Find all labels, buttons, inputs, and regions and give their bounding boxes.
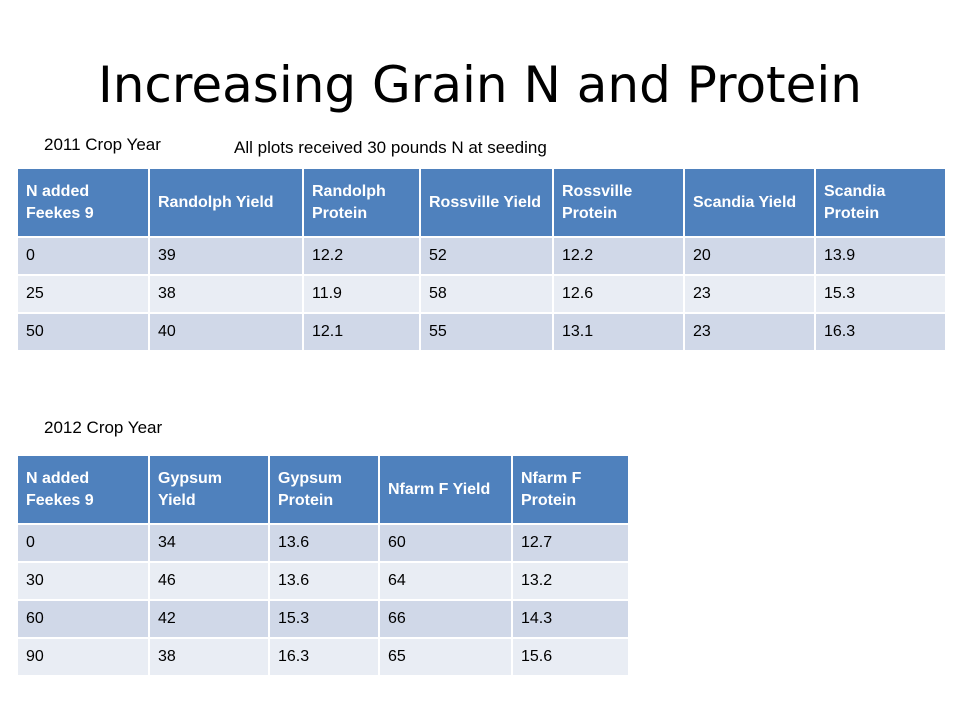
table-cell: 16.3 <box>268 637 380 677</box>
header-gypsum-yield: Gypsum Yield <box>148 454 270 525</box>
header-n-added: N added Feekes 9 <box>16 167 150 238</box>
table-cell: 50 <box>16 312 150 352</box>
header-nfarm-yield: Nfarm F Yield <box>378 454 513 525</box>
table-cell: 11.9 <box>302 274 421 314</box>
table-cell: 39 <box>148 236 304 276</box>
table-cell: 16.3 <box>814 312 947 352</box>
table-cell: 13.6 <box>268 561 380 601</box>
table-cell: 66 <box>378 599 513 639</box>
table-cell: 12.1 <box>302 312 421 352</box>
table-cell: 65 <box>378 637 513 677</box>
table-cell: 20 <box>683 236 816 276</box>
table-cell: 58 <box>419 274 554 314</box>
table-cell: 15.6 <box>511 637 630 677</box>
table-cell: 40 <box>148 312 304 352</box>
table-cell: 34 <box>148 523 270 563</box>
slide-title: Increasing Grain N and Protein <box>98 56 862 114</box>
table-cell: 38 <box>148 637 270 677</box>
table-cell: 0 <box>16 523 150 563</box>
table-cell: 23 <box>683 312 816 352</box>
header-scandia-protein: Scandia Protein <box>814 167 947 238</box>
header-randolph-yield: Randolph Yield <box>148 167 304 238</box>
table-cell: 60 <box>16 599 150 639</box>
table-cell: 30 <box>16 561 150 601</box>
table-row: 90 38 16.3 65 15.6 <box>16 637 630 677</box>
table-2012: N added Feekes 9 Gypsum Yield Gypsum Pro… <box>16 454 630 677</box>
table-cell: 14.3 <box>511 599 630 639</box>
header-nfarm-protein: Nfarm F Protein <box>511 454 630 525</box>
table-header-row: N added Feekes 9 Randolph Yield Randolph… <box>16 167 947 238</box>
table-cell: 13.1 <box>552 312 685 352</box>
table-cell: 12.7 <box>511 523 630 563</box>
table-cell: 25 <box>16 274 150 314</box>
crop-year-2012-caption: 2012 Crop Year <box>44 418 163 437</box>
table-cell: 23 <box>683 274 816 314</box>
table-header-row: N added Feekes 9 Gypsum Yield Gypsum Pro… <box>16 454 630 525</box>
table-cell: 90 <box>16 637 150 677</box>
table-row: 25 38 11.9 58 12.6 23 15.3 <box>16 274 947 314</box>
table-cell: 15.3 <box>814 274 947 314</box>
table-cell: 12.2 <box>302 236 421 276</box>
seeding-note: All plots received 30 pounds N at seedin… <box>234 138 547 157</box>
header-randolph-protein: Randolph Protein <box>302 167 421 238</box>
table-row: 0 39 12.2 52 12.2 20 13.9 <box>16 236 947 276</box>
table-row: 0 34 13.6 60 12.7 <box>16 523 630 563</box>
table-cell: 13.2 <box>511 561 630 601</box>
table-cell: 38 <box>148 274 304 314</box>
table-cell: 13.9 <box>814 236 947 276</box>
header-rossville-protein: Rossville Protein <box>552 167 685 238</box>
table-row: 60 42 15.3 66 14.3 <box>16 599 630 639</box>
header-gypsum-protein: Gypsum Protein <box>268 454 380 525</box>
table-row: 30 46 13.6 64 13.2 <box>16 561 630 601</box>
table-cell: 0 <box>16 236 150 276</box>
table-cell: 42 <box>148 599 270 639</box>
header-rossville-yield: Rossville Yield <box>419 167 554 238</box>
header-scandia-yield: Scandia Yield <box>683 167 816 238</box>
table-cell: 64 <box>378 561 513 601</box>
table-cell: 52 <box>419 236 554 276</box>
table-2011: N added Feekes 9 Randolph Yield Randolph… <box>16 167 947 352</box>
crop-year-2011-caption: 2011 Crop Year <box>44 135 161 154</box>
table-cell: 60 <box>378 523 513 563</box>
table-row: 50 40 12.1 55 13.1 23 16.3 <box>16 312 947 352</box>
table-cell: 13.6 <box>268 523 380 563</box>
table-cell: 12.2 <box>552 236 685 276</box>
table-cell: 46 <box>148 561 270 601</box>
table-cell: 12.6 <box>552 274 685 314</box>
table-cell: 15.3 <box>268 599 380 639</box>
table-cell: 55 <box>419 312 554 352</box>
header-n-added: N added Feekes 9 <box>16 454 150 525</box>
